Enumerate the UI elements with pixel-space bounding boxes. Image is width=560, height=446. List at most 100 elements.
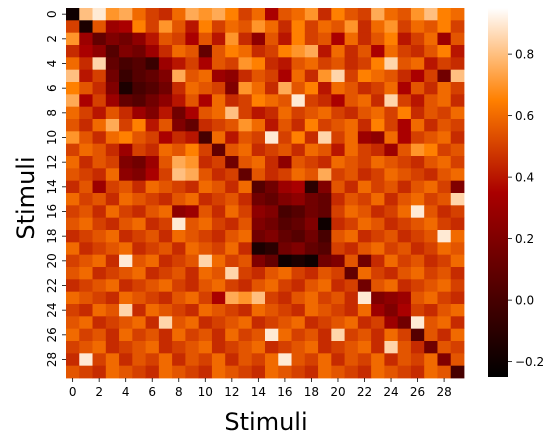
heatmap-cell [238,82,253,95]
heatmap-cell [371,143,385,157]
heatmap-cell [251,267,266,280]
heatmap-cell [158,8,173,21]
heatmap-cell [198,69,213,83]
heatmap-cell [119,205,133,219]
heatmap-cell [66,291,80,305]
heatmap-cell [437,242,452,256]
heatmap-cell [185,94,200,108]
heatmap-cell [371,365,385,379]
heatmap-cell [384,156,399,169]
heatmap-cell [424,341,438,354]
heatmap-cell [211,242,226,256]
heatmap-cell [371,119,385,132]
heatmap-cell [397,156,412,169]
heatmap-cell [357,365,372,379]
heatmap-cell [410,8,425,21]
heatmap-cell [92,156,107,169]
heatmap-cell [265,328,279,342]
heatmap-cell [198,45,213,58]
heatmap-cell [225,193,239,206]
heatmap-cell [238,205,253,219]
x-tick-label: 4 [122,385,130,399]
colorbar [488,8,508,377]
heatmap-cell [265,230,279,243]
heatmap-cell [132,254,146,268]
heatmap-cell [318,291,332,305]
heatmap-cell [278,106,292,120]
heatmap-cell [384,69,399,83]
heatmap-cell [119,143,133,157]
x-axis-ticks: 0 2 4 6 8 10 12 14 16 18 20 22 24 26 28 [69,378,452,399]
heatmap-cell [357,94,372,108]
heatmap-cell [145,365,160,379]
heatmap-cell [384,119,399,132]
heatmap-cell [225,230,239,243]
heatmap-cell [450,119,465,132]
heatmap-cell [66,254,80,268]
heatmap-cell [278,131,292,145]
heatmap-cell [331,365,345,379]
heatmap-cell [172,217,186,231]
heatmap-cell [105,205,120,219]
heatmap-cell [251,119,266,132]
y-tick-label: 18 [45,229,59,244]
heatmap-cell [344,180,359,194]
heatmap-cell [450,353,465,367]
heatmap-cell [357,341,372,354]
heatmap-cell [79,156,93,169]
y-tick-label: 12 [45,155,59,170]
heatmap-cell [371,304,385,317]
heatmap-cell [318,180,332,194]
heatmap-cell [66,94,80,108]
heatmap-cell [344,45,359,58]
heatmap-cell [185,365,200,379]
heatmap-cell [291,365,306,379]
heatmap-cell [331,131,345,145]
heatmap-cell [251,291,266,305]
heatmap-cell [437,279,452,293]
heatmap-cell [238,291,253,305]
heatmap-cell [172,328,186,342]
heatmap-cell [251,353,266,367]
heatmap-cell [172,94,186,108]
heatmap-cell [251,328,266,342]
heatmap-cell [371,193,385,206]
heatmap-cell [79,328,93,342]
heatmap-cell [119,267,133,280]
heatmap-cell [225,353,239,367]
heatmap-cell [265,304,279,317]
heatmap-cell [66,242,80,256]
heatmap-cell [79,8,93,21]
heatmap-cell [198,205,213,219]
heatmap-cell [344,254,359,268]
heatmap-cell [251,20,266,34]
heatmap-cell [344,8,359,21]
heatmap-cell [424,180,438,194]
heatmap-cell [410,341,425,354]
heatmap-cell [318,82,332,95]
heatmap-cell [384,94,399,108]
heatmap-cell [79,69,93,83]
heatmap-cell [145,168,160,182]
heatmap-cell [357,131,372,145]
heatmap-cell [158,279,173,293]
heatmap-cell [318,242,332,256]
heatmap-cell [158,217,173,231]
heatmap-cell [211,230,226,243]
heatmap-cell [450,304,465,317]
heatmap-cell [79,279,93,293]
heatmap-cell [278,69,292,83]
heatmap-cell [291,82,306,95]
heatmap-cell [198,131,213,145]
heatmap-cell [331,45,345,58]
y-tick-label: 4 [45,60,59,68]
heatmap-cell [105,193,120,206]
heatmap-cell [198,143,213,157]
heatmap-cell [344,267,359,280]
heatmap-cell [211,353,226,367]
heatmap-cell [437,131,452,145]
heatmap-cell [105,119,120,132]
heatmap-cell [66,205,80,219]
heatmap-cell [397,20,412,34]
heatmap-cell [225,180,239,194]
